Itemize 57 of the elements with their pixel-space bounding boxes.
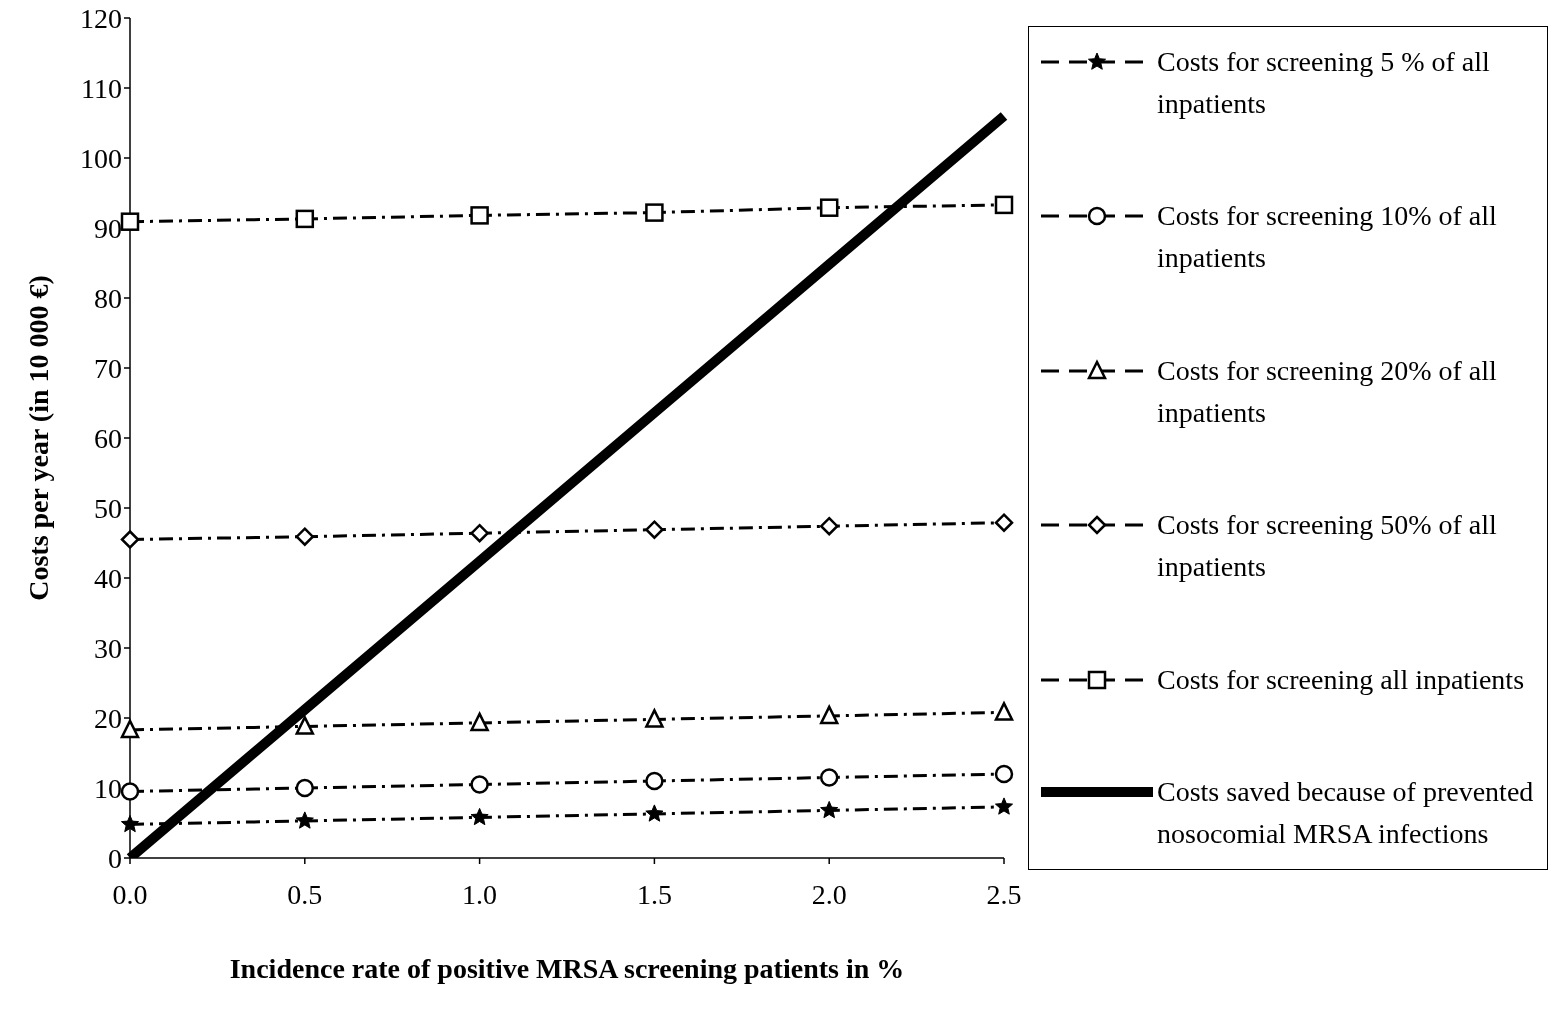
point: [470, 206, 489, 225]
point: [645, 520, 664, 539]
legend-label: Costs for screening 20% of all inpatients: [1157, 353, 1498, 430]
point: [295, 527, 315, 546]
point: [470, 523, 489, 543]
point: [120, 530, 140, 549]
point: [295, 716, 315, 735]
point: [645, 203, 664, 222]
y-tick-label: 40: [94, 562, 122, 594]
point: [645, 709, 664, 728]
x-tick-label: 1.5: [636, 878, 672, 910]
y-tick-label: 0: [108, 842, 122, 874]
y-tick-label: 30: [94, 632, 122, 664]
y-tick-label: 110: [81, 72, 122, 104]
point: [994, 513, 1014, 532]
y-tick-label: 100: [80, 142, 122, 174]
y-tick-label: 60: [94, 422, 122, 454]
point: [819, 198, 839, 217]
y-tick-label: 90: [94, 212, 122, 244]
point: [120, 212, 140, 231]
x-tick-label: 0.0: [112, 878, 148, 910]
y-tick-label: 50: [94, 492, 122, 524]
y-tick-label: 10: [94, 772, 122, 804]
point: [994, 702, 1014, 721]
legend-label: Costs saved because of prevented nosocomial MRSA infections: [1157, 774, 1535, 851]
x-tick-label: 0.5: [287, 878, 323, 910]
point: [470, 807, 489, 826]
x-tick-label: 2.5: [986, 878, 1022, 910]
point: [470, 775, 489, 794]
point: [819, 768, 839, 787]
point: [295, 811, 314, 829]
point: [470, 712, 489, 732]
point: [120, 782, 140, 801]
point: [645, 804, 664, 822]
point: [994, 195, 1014, 215]
legend-label: Costs for screening 10% of all inpatients: [1157, 199, 1498, 276]
point: [295, 778, 315, 798]
point: [819, 516, 839, 536]
x-tick-label: 1.0: [462, 878, 498, 910]
point: [994, 764, 1014, 784]
y-tick-label: 20: [94, 702, 122, 734]
y-tick-label: 80: [94, 282, 122, 314]
point: [820, 800, 839, 819]
point: [120, 719, 140, 739]
legend-label: Costs for screening 50% of all inpatients: [1157, 508, 1498, 585]
point: [994, 797, 1014, 815]
y-tick-label: 70: [94, 352, 122, 384]
point: [819, 705, 839, 725]
legend-label: Costs for screening all inpatients: [1157, 662, 1525, 697]
x-axis-title: Incidence rate of positive MRSA screening patients in %: [229, 953, 905, 984]
point: [295, 209, 315, 229]
x-tick-label: 2.0: [811, 878, 847, 910]
point: [645, 771, 664, 791]
legend-label: Costs for screening 5 % of all inpatients: [1157, 45, 1491, 121]
point: [120, 814, 140, 833]
y-axis-title: Costs per year (in 10 000 €): [22, 275, 54, 601]
y-tick-label: 120: [80, 2, 122, 34]
